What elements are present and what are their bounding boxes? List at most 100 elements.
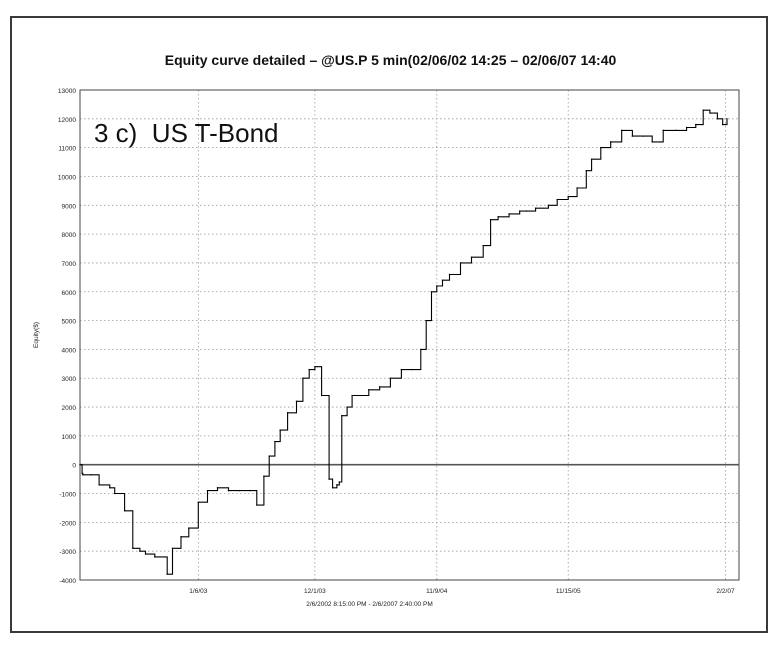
equity-data-point <box>351 394 353 397</box>
equity-data-point <box>709 112 711 114</box>
equity-data-point <box>314 366 316 368</box>
equity-data-point <box>98 484 100 486</box>
y-tick-label: 10000 <box>58 174 76 181</box>
y-tick-label: 13000 <box>58 88 76 95</box>
equity-data-point <box>497 216 499 218</box>
equity-data-point <box>180 536 182 538</box>
equity-data-point <box>256 504 258 506</box>
equity-data-point <box>420 348 422 351</box>
y-tick-label: 0 <box>72 463 76 470</box>
equity-data-point <box>360 394 363 397</box>
equity-data-point <box>188 527 190 529</box>
equity-data-point <box>651 141 653 143</box>
equity-data-point <box>341 415 343 417</box>
equity-data-point <box>685 126 688 129</box>
equity-data-point <box>695 123 697 126</box>
equity-data-point <box>489 219 492 221</box>
equity-data-point <box>662 129 664 132</box>
equity-data-point <box>459 262 462 264</box>
equity-data-point <box>79 464 81 466</box>
equity-data-point <box>308 368 310 371</box>
equity-data-point <box>144 553 147 555</box>
y-tick-label: -1000 <box>59 492 76 499</box>
equity-data-point <box>154 556 156 558</box>
equity-data-point <box>585 170 587 172</box>
y-tick-label: 3000 <box>62 376 77 383</box>
equity-data-point <box>470 256 473 258</box>
y-tick-label: -4000 <box>59 578 76 585</box>
y-tick-label: 5000 <box>62 319 77 326</box>
equity-data-point <box>400 368 403 371</box>
equity-data-point <box>227 489 230 492</box>
equity-data-point <box>90 474 93 476</box>
equity-data-point <box>448 273 451 276</box>
equity-data-point <box>132 547 134 549</box>
equity-data-point <box>518 210 521 212</box>
equity-data-point <box>336 484 338 486</box>
y-tick-label: 1000 <box>62 434 77 441</box>
chart-title: Equity curve detailed – @US.P 5 min(02/0… <box>164 52 617 68</box>
y-tick-label: 9000 <box>62 203 77 210</box>
y-axis-label: Equity($) <box>33 322 40 348</box>
equity-data-point <box>547 204 550 206</box>
x-axis-label: 2/6/2002 8:15:00 PM - 2/6/2007 2:40:00 P… <box>306 601 432 608</box>
equity-data-point <box>206 489 209 492</box>
equity-data-point <box>508 213 510 215</box>
x-tick-label: 1/6/03 <box>189 588 207 595</box>
y-tick-label: 4000 <box>62 347 77 354</box>
equity-data-point <box>279 429 281 431</box>
equity-data-point <box>567 195 569 198</box>
equity-data-point <box>81 472 83 475</box>
equity-data-point <box>534 207 537 209</box>
y-tick-label: 6000 <box>62 290 77 297</box>
equity-data-point <box>600 146 602 149</box>
equity-data-point <box>331 487 334 489</box>
equity-data-point <box>425 319 427 322</box>
equity-data-point <box>114 492 116 495</box>
equity-data-point <box>525 210 528 212</box>
equity-data-point <box>556 198 558 201</box>
equity-data-point <box>286 412 289 414</box>
y-tick-label: 12000 <box>58 117 76 124</box>
equity-data-point <box>430 291 433 293</box>
equity-data-point <box>109 487 111 489</box>
y-tick-label: 2000 <box>62 405 77 412</box>
equity-data-point <box>166 573 168 575</box>
equity-data-point <box>139 550 141 552</box>
y-tick-label: -3000 <box>59 549 76 556</box>
equity-data-point <box>621 129 623 132</box>
equity-data-point <box>726 118 728 120</box>
equity-data-point <box>368 389 370 391</box>
y-tick-label: 11000 <box>58 146 76 153</box>
equity-data-point <box>320 394 323 397</box>
equity-data-point <box>295 400 298 402</box>
equity-data-point <box>631 135 634 137</box>
y-tick-label: -2000 <box>59 520 76 527</box>
equity-data-point <box>642 135 645 137</box>
equity-data-point <box>328 478 330 480</box>
equity-data-point <box>590 158 593 160</box>
panel-label: 3 c) US T-Bond <box>94 118 279 148</box>
equity-data-point <box>346 406 348 408</box>
x-tick-label: 2/2/07 <box>716 588 734 595</box>
equity-data-point <box>482 244 484 247</box>
equity-data-point <box>702 109 704 111</box>
equity-data-point <box>216 487 219 489</box>
equity-data-point <box>238 489 240 492</box>
x-tick-label: 11/9/04 <box>426 588 448 595</box>
equity-data-point <box>338 481 341 483</box>
equity-series-line <box>80 109 728 575</box>
equity-data-point <box>675 129 677 132</box>
y-tick-label: 8000 <box>62 232 77 239</box>
y-tick-label: 7000 <box>62 261 77 268</box>
equity-data-point <box>411 368 414 371</box>
equity-data-point <box>274 440 276 443</box>
equity-data-point <box>436 285 438 287</box>
equity-data-point <box>197 501 200 503</box>
equity-data-point <box>302 377 304 379</box>
equity-data-point <box>249 489 251 492</box>
equity-data-point <box>441 279 444 281</box>
x-tick-label: 12/1/03 <box>304 588 326 595</box>
equity-data-point <box>82 474 84 476</box>
